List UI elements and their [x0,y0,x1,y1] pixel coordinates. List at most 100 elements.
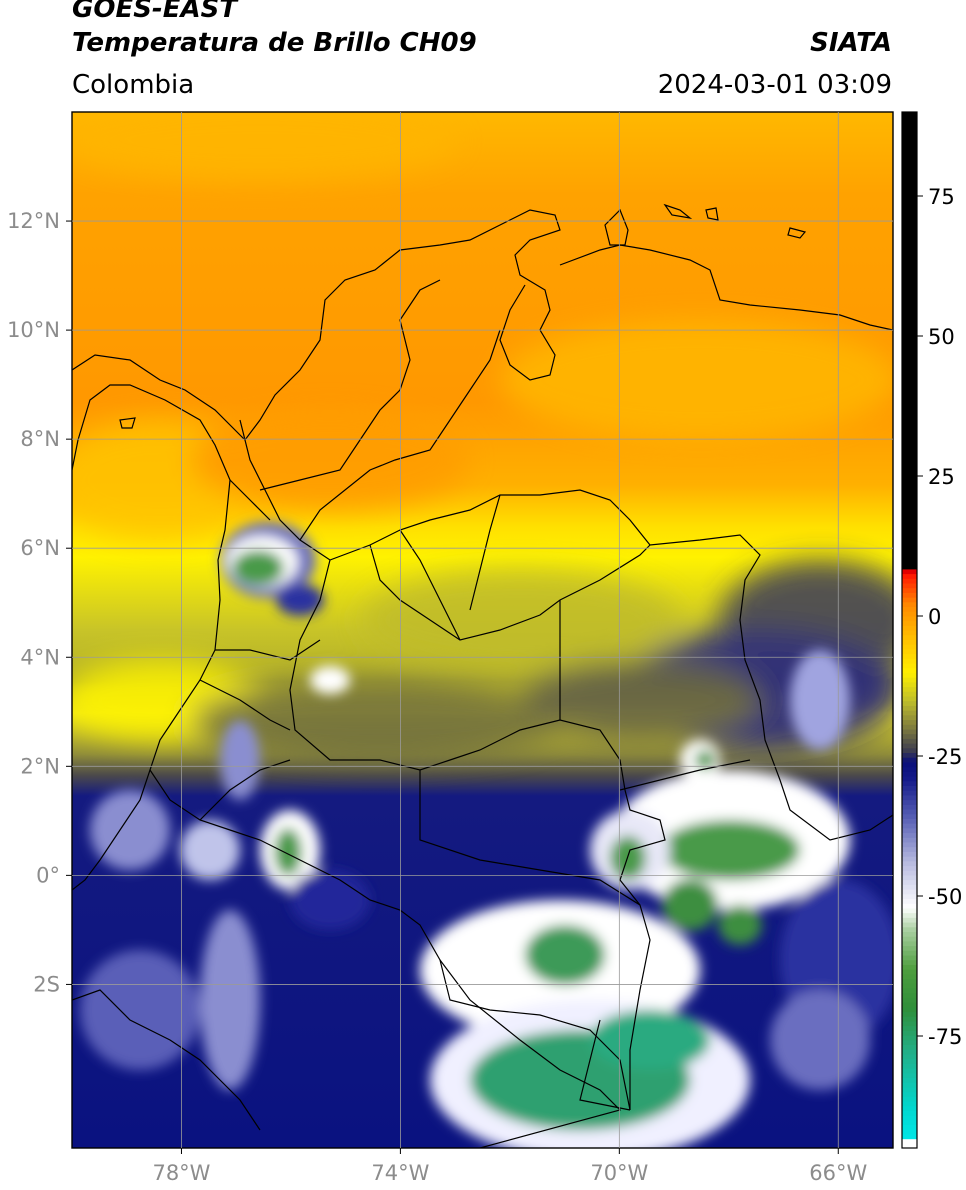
colorbar-segment [902,893,917,900]
colorbar-segment [902,436,917,443]
colorbar-segment [902,192,917,198]
colorbar-segment [902,234,917,240]
colorbar-ticks: 75 50 25 0 -25 -50 -75 [917,185,962,1049]
lon-tick-label: 78°W [152,1161,210,1185]
colorbar-segment [902,300,917,306]
colorbar-segment [902,940,917,947]
colorbar-segment [902,1016,917,1022]
colorbar-segment [902,790,917,796]
colorbar-segment [902,1143,917,1149]
colorbar-segment [902,371,917,377]
colorbar-segment [902,724,917,730]
colorbar-segment [902,422,917,429]
colorbar-segment [902,1115,917,1121]
colorbar-segment [902,380,917,386]
colorbar-segment [902,432,917,438]
colorbar-segment [902,634,917,641]
colorbar-segment [902,653,917,659]
colorbar-segment [902,1006,917,1013]
colorbar-segment [902,356,917,363]
colorbar-segment [902,130,917,137]
colorbar-segment [902,1002,917,1008]
colorbar-segment [902,149,917,155]
colorbar-segment [902,691,917,697]
colorbar-segment [902,173,917,179]
colorbar-segment [902,695,917,702]
colorbar-segment [902,860,917,867]
colorbar-segment [902,502,917,509]
colorbar-segment [902,794,917,801]
colorbar-segment [902,1063,917,1069]
colorbar-segment [902,540,917,546]
colorbar-segment [902,926,917,932]
colorbar-segment [902,276,917,283]
colorbar-segment [902,1086,917,1093]
colorbar-segment [902,681,917,688]
colorbar-tick-label: -25 [928,745,962,769]
lat-tick-label: 2°N [20,754,60,778]
colorbar: 75 50 25 0 -25 -50 -75 [901,111,962,1149]
colorbar-segment [902,1105,917,1111]
colorbar-segment [902,559,917,565]
datetime-label: 2024-03-01 03:09 [657,70,892,100]
colorbar-segment [902,469,917,476]
colorbar-segment [902,568,917,575]
colorbar-segment [902,898,917,904]
colorbar-segment [902,757,917,763]
colorbar-segment [902,823,917,829]
colorbar-segment [902,1100,917,1107]
colorbar-segment [902,493,917,499]
colorbar-tick-label: 50 [928,325,955,349]
colorbar-segment [902,611,917,617]
colorbar-segment [902,846,917,852]
colorbar-segment [902,799,917,805]
colorbar-segment [902,987,917,994]
colorbar-segment [902,1119,917,1126]
colorbar-segment [902,465,917,471]
colorbar-segment [902,837,917,843]
satellite-title: GOES-EAST [72,0,238,24]
colorbar-segment [902,220,917,226]
colorbar-segment [902,752,917,758]
colorbar-segment [902,903,917,909]
colorbar-segment [902,804,917,810]
colorbar-segment [902,874,917,881]
lat-tick-label: 4°N [20,645,60,669]
colorbar-segment [902,206,917,212]
colorbar-segment [902,738,917,744]
colorbar-frame [901,111,918,1149]
colorbar-segment [902,342,917,349]
colorbar-segment [902,403,917,410]
colorbar-segment [902,305,917,311]
colorbar-segment [902,827,917,834]
colorbar-segment [902,140,917,146]
colorbar-segment [902,625,917,631]
colorbar-segment [902,338,917,344]
colorbar-segment [902,832,917,838]
colorbar-segment [902,446,917,452]
colorbar-segment [902,187,917,193]
colorbar-segment [902,126,917,132]
colorbar-segment [902,969,917,975]
colorbar-segment [902,1096,917,1102]
colorbar-segment [902,959,917,965]
colorbar-segment [902,1077,917,1083]
colorbar-segment [902,879,917,885]
colorbar-segment [902,1133,917,1140]
colorbar-segment [902,950,917,956]
colorbar-segment [902,281,917,287]
colorbar-segment [902,775,917,782]
colorbar-segment [902,239,917,245]
colorbar-segment [902,936,917,942]
colorbar-segment [902,196,917,203]
colorbar-segment [902,648,917,655]
colorbar-segment [902,215,917,221]
colorbar-segment [902,479,917,485]
colorbar-segment [902,771,917,777]
colorbar-segment [902,1034,917,1041]
colorbar-tick-label: -75 [928,1025,962,1049]
colorbar-segment [902,229,917,236]
colorbar-segment [902,1044,917,1050]
colorbar-segment [902,333,917,339]
